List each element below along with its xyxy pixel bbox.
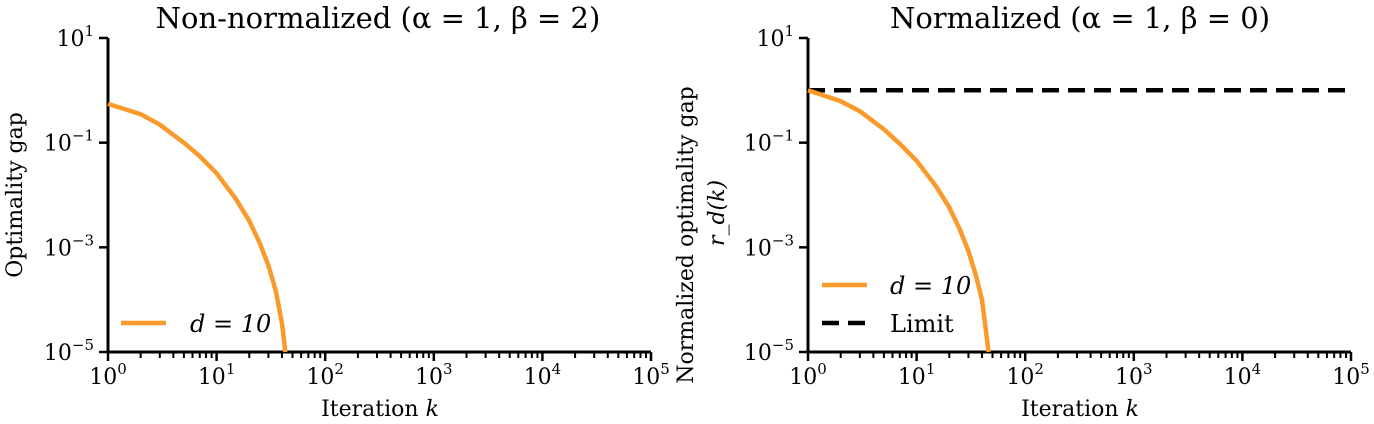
tick-label: 100 <box>89 360 127 390</box>
right-legend: d = 10 Limit <box>822 272 971 338</box>
tick-label: 101 <box>898 360 936 390</box>
tick-label: 102 <box>1006 360 1044 390</box>
left-title: Non-normalized (α = 1, β = 2) <box>156 1 601 35</box>
right-axes: 100 101 102 103 104 105 101 10−1 10−3 10−5 <box>744 22 1370 390</box>
tick-label: 10−3 <box>744 231 794 261</box>
tick-label: 10−1 <box>44 127 94 157</box>
left-ylabel: Optimality gap <box>3 112 28 278</box>
tick-label: 10−5 <box>44 336 94 366</box>
tick-label: 105 <box>1332 360 1370 390</box>
tick-label: 104 <box>524 360 562 390</box>
tick-label: 101 <box>756 22 794 52</box>
left-panel: Non-normalized (α = 1, β = 2) 100 101 102 1… <box>3 1 670 422</box>
legend-label-limit: Limit <box>890 310 954 338</box>
right-ylabel-line1: Normalized optimality gap <box>674 86 699 384</box>
tick-label: 10−3 <box>44 231 94 261</box>
right-series-d10 <box>807 88 991 353</box>
left-xlabel: Iteration k <box>321 397 439 422</box>
tick-label: 100 <box>789 360 827 390</box>
tick-label: 10−1 <box>744 127 794 157</box>
tick-label: 101 <box>198 360 236 390</box>
legend-label-d10: d = 10 <box>190 310 271 338</box>
legend-label-d10: d = 10 <box>890 272 971 300</box>
tick-label: 10−5 <box>744 336 794 366</box>
right-xlabel: Iteration k <box>1021 397 1139 422</box>
tick-label: 103 <box>1115 360 1153 390</box>
tick-label: 102 <box>306 360 344 390</box>
left-axes: 100 101 102 103 104 105 101 10−1 10−3 10−5 <box>44 22 670 390</box>
tick-label: 103 <box>415 360 453 390</box>
right-ylabel-line2: r_d(k) <box>705 180 730 246</box>
left-series-d10 <box>107 101 288 353</box>
right-panel: Normalized (α = 1, β = 0) 100 101 102 103 10… <box>674 1 1370 422</box>
tick-label: 101 <box>56 22 94 52</box>
tick-label: 104 <box>1224 360 1262 390</box>
tick-label: 105 <box>632 360 670 390</box>
left-legend: d = 10 <box>121 310 271 338</box>
right-title: Normalized (α = 1, β = 0) <box>890 1 1270 35</box>
